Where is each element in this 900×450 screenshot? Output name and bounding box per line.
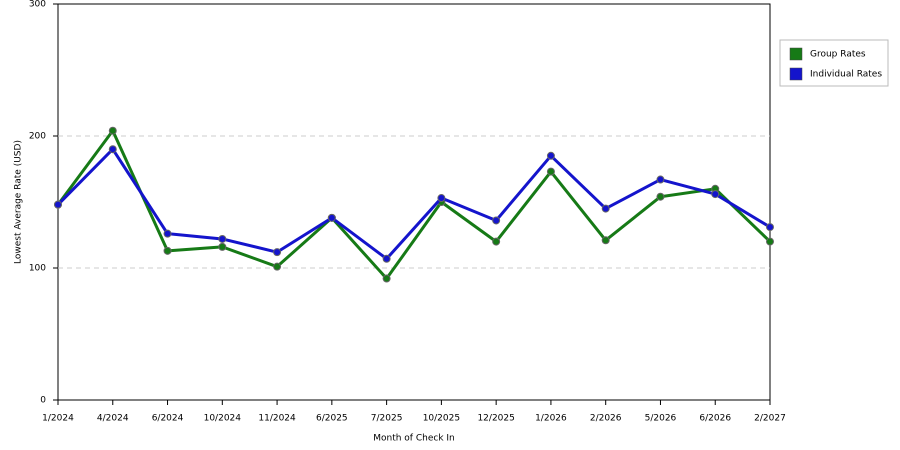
x-tick-label: 10/2024 [204, 414, 242, 424]
legend-swatch [789, 47, 803, 61]
point [218, 234, 227, 243]
point [546, 151, 555, 160]
series-line [56, 129, 772, 281]
point [601, 204, 610, 213]
point [382, 254, 391, 263]
x-tick-label: 7/2025 [371, 414, 403, 424]
point [54, 200, 62, 209]
point [382, 274, 391, 283]
point [218, 242, 227, 251]
plot-frame [57, 3, 771, 401]
x-axis-title: Month of Check In [373, 434, 455, 444]
point [601, 236, 610, 245]
legend-label: Group Rates [810, 50, 866, 60]
legend-swatch [789, 67, 803, 81]
x-tick-label: 1/2024 [42, 414, 74, 424]
point [766, 237, 774, 246]
x-tick-label: 11/2024 [258, 414, 296, 424]
point [163, 229, 172, 238]
x-tick-label: 12/2025 [477, 414, 514, 424]
point [546, 167, 555, 176]
x-tick-label: 10/2025 [423, 414, 460, 424]
point [656, 175, 665, 184]
point [492, 216, 501, 225]
point [273, 248, 282, 257]
y-tick-label: 0 [40, 396, 46, 406]
x-tick-label: 4/2024 [97, 414, 129, 424]
x-tick-label: 6/2026 [699, 414, 731, 424]
legend-label: Individual Rates [810, 70, 882, 80]
y-tick-label: 100 [29, 264, 46, 274]
x-tick-label: 2/2027 [754, 414, 786, 424]
x-tick-label: 5/2026 [645, 414, 677, 424]
point [437, 194, 446, 203]
point [492, 237, 501, 246]
point [163, 246, 172, 255]
point [108, 126, 117, 135]
point [766, 223, 774, 232]
series-line [56, 147, 771, 261]
x-tick-label: 6/2025 [316, 414, 348, 424]
y-tick-label: 300 [29, 0, 46, 10]
point [656, 192, 665, 201]
x-tick-label: 2/2026 [590, 414, 622, 424]
point [273, 262, 282, 271]
point [711, 190, 720, 199]
point [108, 145, 117, 154]
point [327, 213, 336, 222]
x-tick-label: 6/2024 [152, 414, 184, 424]
y-tick-label: 200 [29, 132, 46, 142]
y-axis-title: Lowest Average Rate (USD) [14, 140, 24, 264]
x-tick-label: 1/2026 [535, 414, 567, 424]
